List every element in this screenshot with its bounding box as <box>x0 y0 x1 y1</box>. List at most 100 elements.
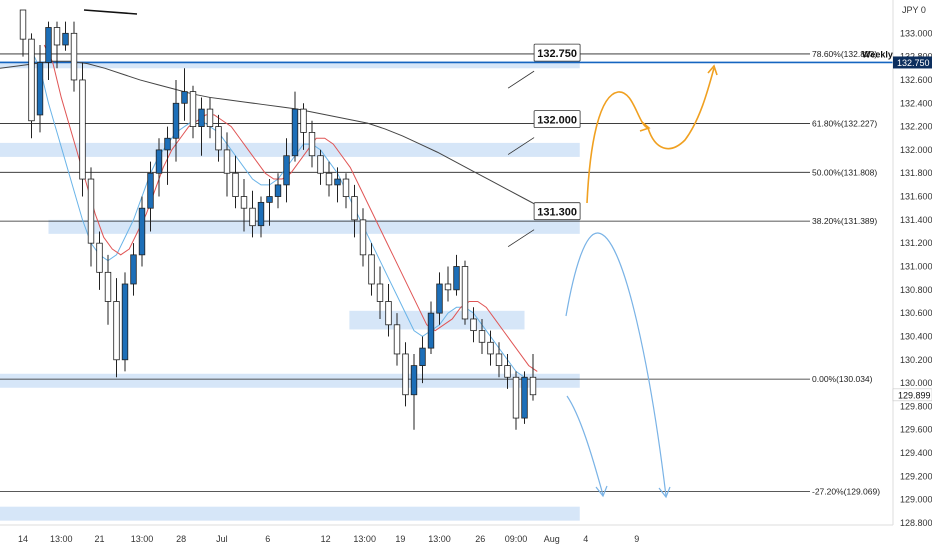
x-tick-label: 12 <box>321 534 331 544</box>
y-tick-label: 131.400 <box>900 215 932 225</box>
candle <box>19 9 27 57</box>
x-tick-label: 28 <box>176 534 186 544</box>
candle <box>368 243 375 296</box>
candle <box>240 179 248 232</box>
candle <box>138 196 146 267</box>
candle <box>317 149 324 185</box>
candle-body-bearish <box>368 254 375 285</box>
candle <box>113 278 120 378</box>
fib-level-label: 78.60%(132.823) <box>812 49 877 59</box>
y-tick-label: 132.400 <box>900 98 932 108</box>
candle <box>198 97 205 156</box>
weekly-price-tag <box>893 56 932 69</box>
callout-label: 132.750 <box>537 48 577 60</box>
candle <box>402 342 409 407</box>
candle-body-bullish <box>155 149 163 174</box>
candle <box>470 307 477 343</box>
x-tick-label: 9 <box>634 534 639 544</box>
y-tick-label: 130.600 <box>900 308 932 318</box>
callout-box <box>533 110 581 128</box>
candle-body-bullish <box>334 178 341 186</box>
candle <box>334 167 341 203</box>
candle <box>155 138 163 197</box>
support-resistance-zone <box>0 506 580 521</box>
candle <box>257 196 265 238</box>
candle <box>351 184 358 238</box>
support-resistance-zone <box>48 219 580 234</box>
callout-box <box>533 202 581 221</box>
y-tick-label: 129.800 <box>900 401 932 411</box>
candle-body-bearish <box>470 318 477 332</box>
candle <box>283 138 290 203</box>
candle-body-bearish <box>189 91 197 127</box>
candle <box>325 161 333 197</box>
callout-label: 131.300 <box>537 207 577 219</box>
candle <box>249 190 256 238</box>
candle-body-bullish <box>291 108 299 157</box>
slow-moving-average-line <box>43 44 538 372</box>
y-tick-label: 132.000 <box>900 145 932 155</box>
candle-body-bearish <box>104 271 112 302</box>
candle <box>529 353 537 401</box>
callout-pointer <box>507 137 535 155</box>
candle <box>104 254 112 325</box>
bearish-projection-path <box>566 395 604 496</box>
y-tick-label: 131.200 <box>900 238 932 248</box>
price-callout: 131.300 <box>507 202 581 248</box>
candle-body-bearish <box>359 219 367 256</box>
callout-pointer <box>507 229 535 248</box>
candle-body-bearish <box>529 376 537 396</box>
candle-body-bearish <box>28 38 35 122</box>
candle-body-bearish <box>53 27 61 46</box>
candle-body-bearish <box>376 283 384 302</box>
candle <box>436 272 443 325</box>
candle-body-bearish <box>504 365 511 378</box>
x-tick-label: Aug <box>544 534 560 544</box>
candle-body-bullish <box>121 283 129 361</box>
y-tick-label: 129.400 <box>900 448 932 458</box>
candle <box>478 318 486 354</box>
y-tick-label: 130.400 <box>900 331 932 341</box>
candle-body-bullish <box>419 347 426 367</box>
candle-body-bearish <box>79 79 86 180</box>
y-tick-label: 128.800 <box>900 518 932 528</box>
y-tick-label: 131.800 <box>900 168 932 178</box>
candle-body-bearish <box>317 155 324 174</box>
x-tick-label: 13:00 <box>428 534 451 544</box>
candle <box>342 173 350 209</box>
x-tick-label: 6 <box>265 534 270 544</box>
candle <box>232 155 239 209</box>
candle-body-bearish <box>206 108 214 127</box>
x-tick-label: 13:00 <box>353 534 376 544</box>
candle-body-bearish <box>232 172 239 197</box>
candle-body-bullish <box>181 91 188 104</box>
fib-level-label: 0.00%(130.034) <box>812 374 873 384</box>
weekly-label: Weekly <box>862 49 893 59</box>
candle-body-bullish <box>410 365 418 396</box>
candle-body-bearish <box>223 149 231 174</box>
projection-arrowhead <box>595 485 608 498</box>
candle-body-bullish <box>427 312 435 349</box>
candle <box>121 272 129 372</box>
y-tick-label: 133.000 <box>900 28 932 38</box>
candle-body-bullish <box>283 155 290 186</box>
candle-body-bearish <box>113 301 120 361</box>
projection-arrowhead <box>658 486 671 499</box>
candle <box>444 266 452 302</box>
candle <box>45 21 52 80</box>
y-tick-label: 131.600 <box>900 192 932 202</box>
candle <box>147 161 154 232</box>
support-resistance-zone <box>0 373 580 388</box>
candle-body-bearish <box>512 376 520 419</box>
candle <box>427 301 435 354</box>
candle-body-bearish <box>385 301 392 326</box>
candle-body-bearish <box>19 9 27 40</box>
candle <box>461 260 469 325</box>
candle-body-bullish <box>453 266 460 291</box>
y-tick-label: 131.000 <box>900 262 932 272</box>
candle-body-bearish <box>249 207 256 227</box>
bullish-projection-path <box>586 91 649 204</box>
candle <box>274 173 282 209</box>
candle <box>87 167 95 267</box>
